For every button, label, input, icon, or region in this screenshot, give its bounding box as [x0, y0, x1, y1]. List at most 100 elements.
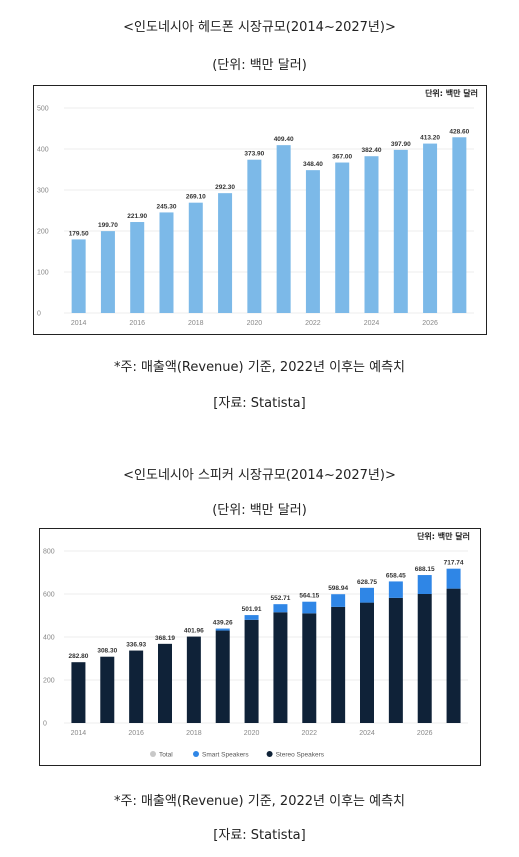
- data-label: 382.40: [362, 147, 382, 154]
- y-tick-label: 200: [43, 678, 55, 685]
- smart-speakers-bar: [215, 628, 230, 631]
- legend-label: Stereo Speakers: [276, 751, 325, 758]
- y-tick-label: 600: [43, 592, 55, 599]
- bar: [335, 162, 350, 313]
- data-label: 428.60: [449, 128, 469, 135]
- y-tick-label: 400: [37, 147, 49, 154]
- legend-marker: [193, 751, 199, 757]
- x-tick-label: 2014: [71, 320, 87, 327]
- x-tick-label: 2020: [244, 730, 260, 737]
- y-tick-label: 200: [37, 229, 49, 236]
- x-tick-label: 2026: [417, 730, 433, 737]
- y-tick-label: 400: [43, 635, 55, 642]
- bar: [159, 212, 174, 313]
- bar: [100, 231, 115, 313]
- smart-speakers-bar: [417, 575, 432, 594]
- stereo-speakers-bar: [273, 612, 288, 723]
- chart2-frame: 단위: 백만 달러 0 200 400 600 800 2014 2016 2018 2020 20…: [39, 528, 481, 766]
- smart-speakers-bar: [446, 568, 461, 589]
- stereo-speakers-bar: [360, 602, 374, 723]
- x-tick-label: 2024: [364, 320, 380, 327]
- chart2-title: <인도네시아 스피커 시장규모(2014~2027년)>: [123, 468, 396, 483]
- bar: [452, 137, 467, 313]
- headphone-market-chart: 단위: 백만 달러 0 100 200 300 400 500 2014 2016 2018 202…: [37, 88, 478, 327]
- chart1-source: [자료: Statista]: [213, 396, 306, 411]
- bar: [393, 149, 408, 313]
- bar: [276, 145, 291, 313]
- stereo-speakers-bar: [388, 597, 403, 723]
- bar: [71, 239, 86, 313]
- x-tick-label: 2024: [359, 730, 375, 737]
- data-label: 179.50: [69, 230, 89, 237]
- chart2-source: [자료: Statista]: [213, 828, 306, 843]
- data-label: 409.40: [274, 136, 294, 143]
- total-label: 658.45: [386, 572, 406, 579]
- total-label: 368.19: [155, 635, 175, 642]
- y-tick-label: 300: [37, 188, 49, 195]
- total-label: 336.93: [126, 642, 146, 649]
- stereo-speakers-bar: [215, 630, 230, 723]
- unit-label: 단위: 백만 달러: [417, 531, 470, 541]
- total-label: 688.15: [415, 566, 435, 573]
- bar: [218, 193, 233, 313]
- x-tick-label: 2022: [305, 320, 321, 327]
- x-tick-label: 2018: [188, 320, 204, 327]
- legend-marker: [150, 751, 156, 757]
- chart2-unit-caption: (단위: 백만 달러): [212, 503, 307, 518]
- total-label: 628.75: [357, 579, 377, 586]
- bar: [247, 159, 262, 313]
- data-label: 373.90: [244, 151, 264, 158]
- smart-speakers-bar: [360, 587, 374, 603]
- smart-speakers-bar: [244, 615, 259, 620]
- data-label: 413.20: [420, 135, 440, 142]
- x-tick-label: 2016: [129, 320, 145, 327]
- bar: [188, 202, 203, 313]
- y-tick-label: 0: [37, 311, 41, 318]
- stereo-speakers-bar: [71, 662, 86, 723]
- y-tick-label: 800: [43, 549, 55, 556]
- y-tick-label: 0: [43, 721, 47, 728]
- total-label: 501.91: [242, 606, 262, 613]
- data-label: 269.10: [186, 194, 206, 201]
- x-tick-label: 2018: [186, 730, 202, 737]
- bar: [364, 156, 379, 313]
- total-label: 717.74: [444, 560, 464, 567]
- data-label: 221.90: [127, 213, 147, 220]
- total-label: 552.71: [270, 595, 290, 602]
- smart-speakers-bar: [302, 601, 317, 614]
- stereo-speakers-bar: [446, 588, 461, 723]
- total-label: 308.30: [97, 648, 117, 655]
- data-label: 245.30: [157, 203, 177, 210]
- chart1-frame: 단위: 백만 달러 0 100 200 300 400 500 2014 2016 2018 202…: [33, 85, 487, 335]
- data-label: 397.90: [391, 141, 411, 148]
- stereo-speakers-bar: [129, 650, 144, 723]
- stereo-speakers-bar: [244, 619, 259, 723]
- total-label: 564.15: [299, 593, 319, 600]
- chart1-title: <인도네시아 헤드폰 시장규모(2014~2027년)>: [123, 20, 396, 35]
- chart1-unit-caption: (단위: 백만 달러): [212, 58, 307, 73]
- bar: [130, 222, 145, 313]
- smart-speakers-bar: [331, 594, 346, 607]
- x-tick-label: 2026: [422, 320, 438, 327]
- data-label: 367.00: [332, 154, 352, 161]
- stereo-speakers-bar: [100, 656, 115, 723]
- stereo-speakers-bar: [186, 636, 201, 723]
- smart-speakers-bar: [388, 581, 403, 598]
- total-label: 401.96: [184, 628, 204, 635]
- legend-label: Total: [159, 751, 173, 758]
- total-label: 598.94: [328, 585, 348, 592]
- x-tick-label: 2016: [128, 730, 144, 737]
- legend-marker: [266, 751, 273, 757]
- speaker-market-chart: 단위: 백만 달러 0 200 400 600 800 2014 2016 2018 2020 20…: [43, 531, 470, 758]
- stereo-speakers-bar: [302, 613, 317, 723]
- bar: [305, 170, 320, 313]
- bar: [423, 143, 438, 313]
- x-tick-label: 2020: [247, 320, 263, 327]
- y-tick-label: 100: [37, 270, 49, 277]
- unit-label: 단위: 백만 달러: [425, 88, 478, 98]
- data-label: 292.30: [215, 184, 235, 191]
- smart-speakers-bar: [273, 604, 288, 613]
- legend-label: Smart Speakers: [202, 751, 249, 758]
- stereo-speakers-bar: [417, 594, 432, 723]
- y-tick-label: 500: [37, 106, 49, 113]
